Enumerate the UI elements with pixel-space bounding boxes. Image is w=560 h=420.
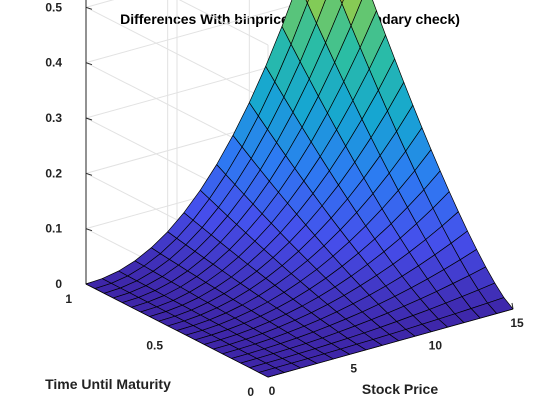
z-tick-label: 0.1 (45, 222, 62, 236)
z-tick-label: 0.5 (45, 0, 62, 14)
surface-cell (341, 0, 363, 27)
y-tick-label: 0 (247, 385, 254, 399)
x-tick-label: 15 (510, 316, 524, 330)
z-tick-label: 0 (55, 277, 62, 291)
y-tick-label: 1 (65, 292, 72, 306)
surface-cell (487, 297, 514, 314)
x-axis-label: Stock Price (362, 381, 438, 397)
surface-cell (307, 0, 326, 24)
z-tick-mark (85, 117, 93, 121)
z-tick-label: 0.3 (45, 111, 62, 125)
grid-line-z (178, 0, 269, 46)
z-tick-label: 0.2 (45, 166, 62, 180)
z-tick-mark (85, 6, 93, 10)
x-tick-label: 0 (269, 384, 276, 398)
z-tick-mark (85, 172, 93, 176)
x-tick-label: 5 (350, 361, 357, 375)
z-tick-label: 0.4 (45, 56, 62, 70)
z-tick-mark (85, 62, 93, 66)
surface (85, 0, 514, 378)
x-tick-label: 10 (429, 339, 443, 353)
z-tick-mark (85, 228, 93, 232)
y-tick-label: 0.5 (146, 339, 163, 353)
y-axis-label: Time Until Maturity (45, 376, 171, 392)
x-tick-mark (511, 302, 514, 310)
